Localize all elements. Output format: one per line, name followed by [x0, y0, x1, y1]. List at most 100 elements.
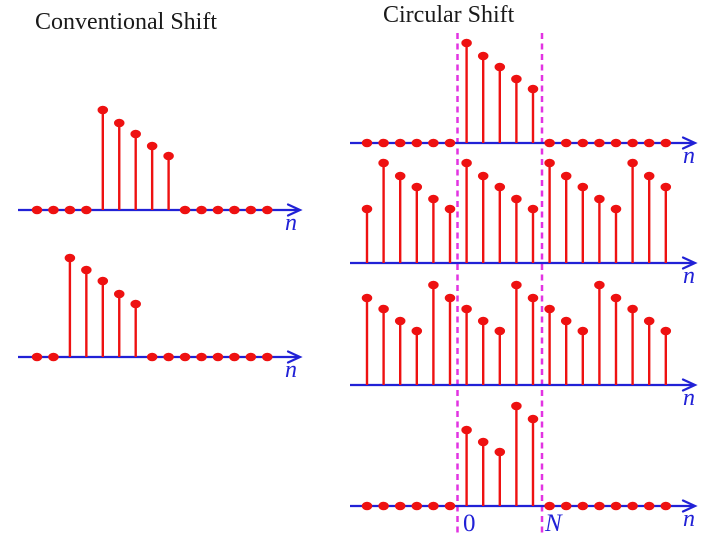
- zero-sample-dot: [229, 205, 240, 215]
- zero-sample-dot: [428, 501, 439, 511]
- zero-sample-dot: [31, 205, 43, 215]
- axis-label-n: n: [285, 210, 297, 236]
- sample-dot: [527, 414, 539, 424]
- zero-sample-dot: [643, 138, 655, 148]
- zero-sample-dot: [179, 352, 191, 362]
- sample-dot: [560, 316, 572, 326]
- axis-label-n: n: [683, 143, 695, 169]
- zero-sample-dot: [643, 501, 655, 511]
- sample-dot: [461, 38, 472, 48]
- zero-sample-dot: [444, 138, 456, 148]
- sample-dot: [461, 304, 472, 314]
- sample-dot: [428, 280, 439, 290]
- zero-sample-dot: [64, 205, 76, 215]
- sample-dot: [361, 293, 373, 303]
- zero-sample-dot: [378, 138, 389, 148]
- axis-arrowhead-icon: [681, 499, 698, 513]
- zero-sample-dot: [411, 501, 423, 511]
- zero-sample-dot: [212, 205, 224, 215]
- sample-dot: [130, 129, 141, 139]
- sample-dot: [643, 316, 655, 326]
- sample-dot: [511, 280, 522, 290]
- zero-sample-dot: [245, 352, 257, 362]
- zero-sample-dot: [378, 501, 389, 511]
- zero-sample-dot: [361, 501, 373, 511]
- zero-sample-dot: [428, 138, 439, 148]
- zero-sample-dot: [544, 501, 555, 511]
- sample-dot: [560, 171, 572, 181]
- sample-dot: [477, 316, 489, 326]
- sample-dot: [444, 204, 456, 214]
- sample-dot: [477, 437, 489, 447]
- sample-dot: [494, 62, 506, 72]
- stem-plot-conventional-original: n: [18, 105, 303, 236]
- zero-sample-dot: [610, 501, 622, 511]
- zero-sample-dot: [394, 138, 406, 148]
- sample-dot: [477, 51, 489, 61]
- conventional-shift-title: Conventional Shift: [35, 9, 217, 35]
- sample-dot: [163, 151, 174, 161]
- sample-dot: [461, 158, 472, 168]
- sample-dot: [428, 194, 439, 204]
- sample-dot: [146, 141, 158, 151]
- zero-sample-dot: [594, 501, 605, 511]
- sample-dot: [594, 280, 605, 290]
- stem-plot-circular-shift-result: n: [350, 401, 698, 532]
- axis-label-n: n: [683, 385, 695, 411]
- zero-sample-dot: [31, 352, 43, 362]
- sample-dot: [378, 304, 389, 314]
- sample-dot: [361, 204, 373, 214]
- zero-sample-dot: [577, 501, 589, 511]
- zero-sample-dot: [262, 352, 273, 362]
- zero-sample-dot: [179, 205, 191, 215]
- sample-dot: [411, 326, 423, 336]
- axis-arrowhead-icon: [681, 136, 698, 150]
- zero-sample-dot: [196, 205, 207, 215]
- sample-dot: [113, 289, 125, 299]
- zero-sample-dot: [245, 205, 257, 215]
- stem-plot-circular-periodic-extension: n: [350, 158, 698, 289]
- zero-sample-dot: [212, 352, 224, 362]
- axis-arrowhead-icon: [681, 256, 698, 270]
- sample-dot: [594, 194, 605, 204]
- axis-arrowhead-icon: [286, 203, 303, 217]
- sample-dot: [627, 304, 638, 314]
- sample-dot: [394, 171, 406, 181]
- zero-sample-dot: [146, 352, 158, 362]
- zero-sample-dot: [560, 138, 572, 148]
- axis-arrowhead-icon: [286, 350, 303, 364]
- sample-dot: [544, 158, 555, 168]
- zero-sample-dot: [577, 138, 589, 148]
- zero-sample-dot: [394, 501, 406, 511]
- axis-label-n: n: [683, 506, 695, 532]
- boundary-label: 0: [463, 510, 476, 537]
- stem-plot-circular-original: n: [350, 38, 698, 169]
- zero-sample-dot: [610, 138, 622, 148]
- boundary-label: N: [544, 510, 563, 537]
- sample-dot: [81, 265, 92, 275]
- axis-label-n: n: [683, 263, 695, 289]
- axis-label-n: n: [285, 357, 297, 383]
- sample-dot: [378, 158, 389, 168]
- sample-dot: [511, 401, 522, 411]
- sample-dot: [394, 316, 406, 326]
- zero-sample-dot: [560, 501, 572, 511]
- sample-dot: [527, 293, 539, 303]
- sample-dot: [444, 293, 456, 303]
- zero-sample-dot: [81, 205, 92, 215]
- sample-dot: [511, 74, 522, 84]
- circular-shift-title: Circular Shift: [383, 2, 515, 28]
- sample-dot: [577, 326, 589, 336]
- zero-sample-dot: [660, 501, 672, 511]
- zero-sample-dot: [627, 138, 638, 148]
- stem-plot-conventional-shifted: n: [18, 253, 303, 383]
- sample-dot: [660, 326, 672, 336]
- zero-sample-dot: [229, 352, 240, 362]
- zero-sample-dot: [48, 352, 59, 362]
- zero-sample-dot: [411, 138, 423, 148]
- zero-sample-dot: [594, 138, 605, 148]
- sample-dot: [64, 253, 76, 263]
- sample-dot: [494, 447, 506, 457]
- sample-dot: [511, 194, 522, 204]
- zero-sample-dot: [660, 138, 672, 148]
